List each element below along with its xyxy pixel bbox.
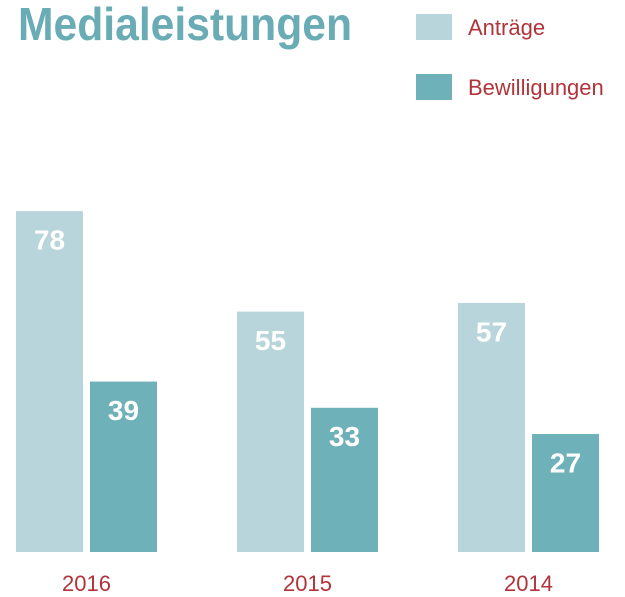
legend-label: Bewilligungen	[468, 75, 604, 100]
chart-title: Medialeistungen	[18, 0, 352, 50]
legend-swatch	[416, 14, 452, 40]
x-tick-label: 2015	[283, 571, 332, 596]
bar	[532, 434, 599, 552]
x-tick-label: 2014	[504, 571, 553, 596]
bar	[16, 211, 83, 552]
value-label: 27	[550, 447, 581, 478]
value-label: 33	[329, 421, 360, 452]
value-label: 57	[476, 316, 507, 347]
x-tick-label: 2016	[62, 571, 111, 596]
bar	[458, 302, 525, 552]
value-label: 55	[255, 325, 286, 356]
value-label: 39	[108, 395, 139, 426]
bar	[90, 381, 157, 552]
legend-swatch	[416, 74, 452, 100]
bar	[237, 311, 304, 552]
value-label: 78	[34, 225, 65, 256]
legend-label: Anträge	[468, 15, 545, 40]
bar	[311, 407, 378, 552]
